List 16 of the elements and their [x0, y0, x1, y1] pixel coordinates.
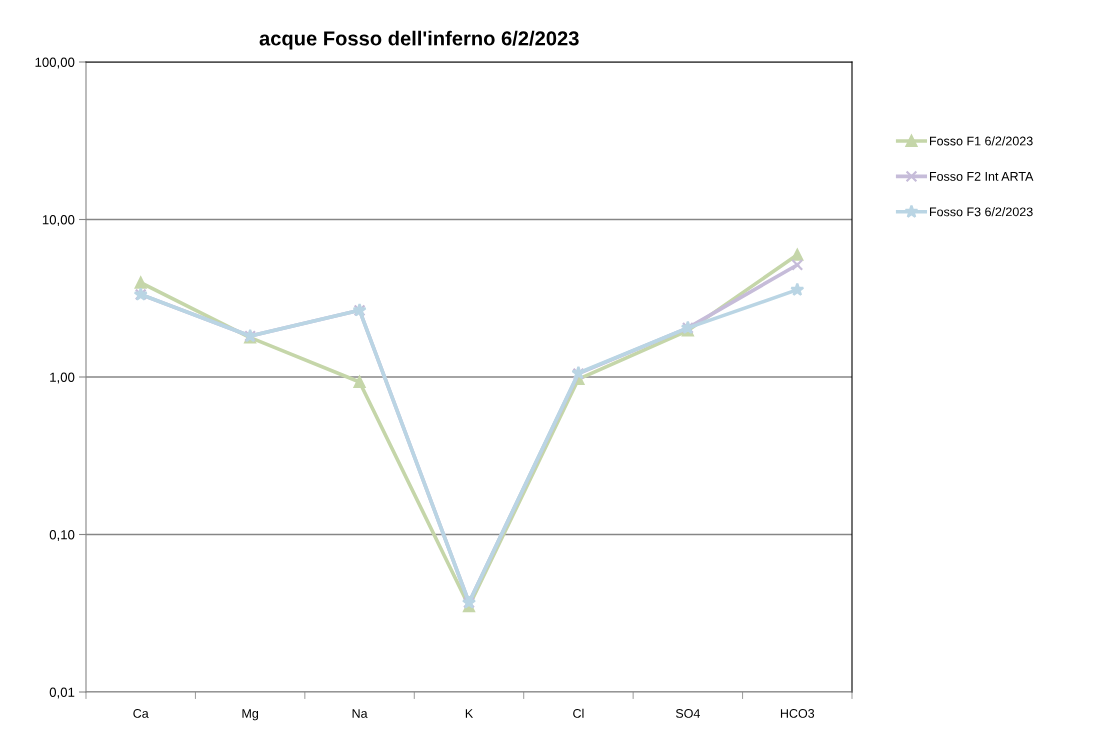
- x-tick-label: Mg: [242, 709, 259, 721]
- legend-label: Fosso F3 6/2/2023: [930, 207, 1033, 217]
- y-tick-label: 0,01: [49, 687, 75, 699]
- legend-label: Fosso F2 Int ARTA: [930, 171, 1034, 181]
- y-tick-label: 100,00: [35, 57, 75, 69]
- y-tick-label: 10,00: [42, 215, 75, 226]
- x-tick-label: Cl: [573, 708, 584, 718]
- x-tick-label: SO4: [675, 709, 700, 718]
- chart-title: acque Fosso dell'inferno 6/2/2023: [259, 30, 579, 50]
- x-tick-label: K: [465, 709, 474, 718]
- legend-label: Fosso F1 6/2/2023: [930, 136, 1033, 146]
- x-tick-label: Na: [352, 709, 368, 718]
- x-tick-label: Ca: [133, 709, 149, 718]
- x-tick-label: HCO3: [780, 709, 815, 718]
- y-tick-label: 1,00: [50, 372, 75, 384]
- y-tick-label: 0,10: [49, 530, 75, 541]
